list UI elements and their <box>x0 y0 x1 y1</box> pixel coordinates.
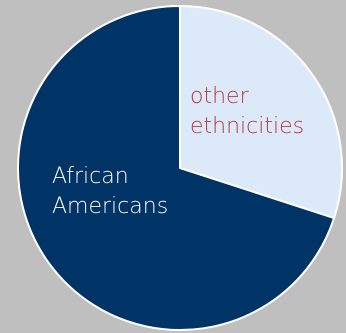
pie-slice-label-line: Americans <box>52 194 168 219</box>
pie-slice-label-line: other <box>190 84 250 109</box>
pie-slice-0 <box>179 5 343 220</box>
pie-slice-1 <box>17 5 336 331</box>
pie-labels: other ethnicities African Americans <box>52 84 304 219</box>
pie-slice-label-line: ethnicities <box>190 114 304 139</box>
pie-slices <box>17 5 343 331</box>
pie-slice-label-1: African Americans <box>52 164 168 219</box>
pie-slice-label-line: African <box>52 164 129 189</box>
pie-slice-label-0: other ethnicities <box>190 84 304 139</box>
